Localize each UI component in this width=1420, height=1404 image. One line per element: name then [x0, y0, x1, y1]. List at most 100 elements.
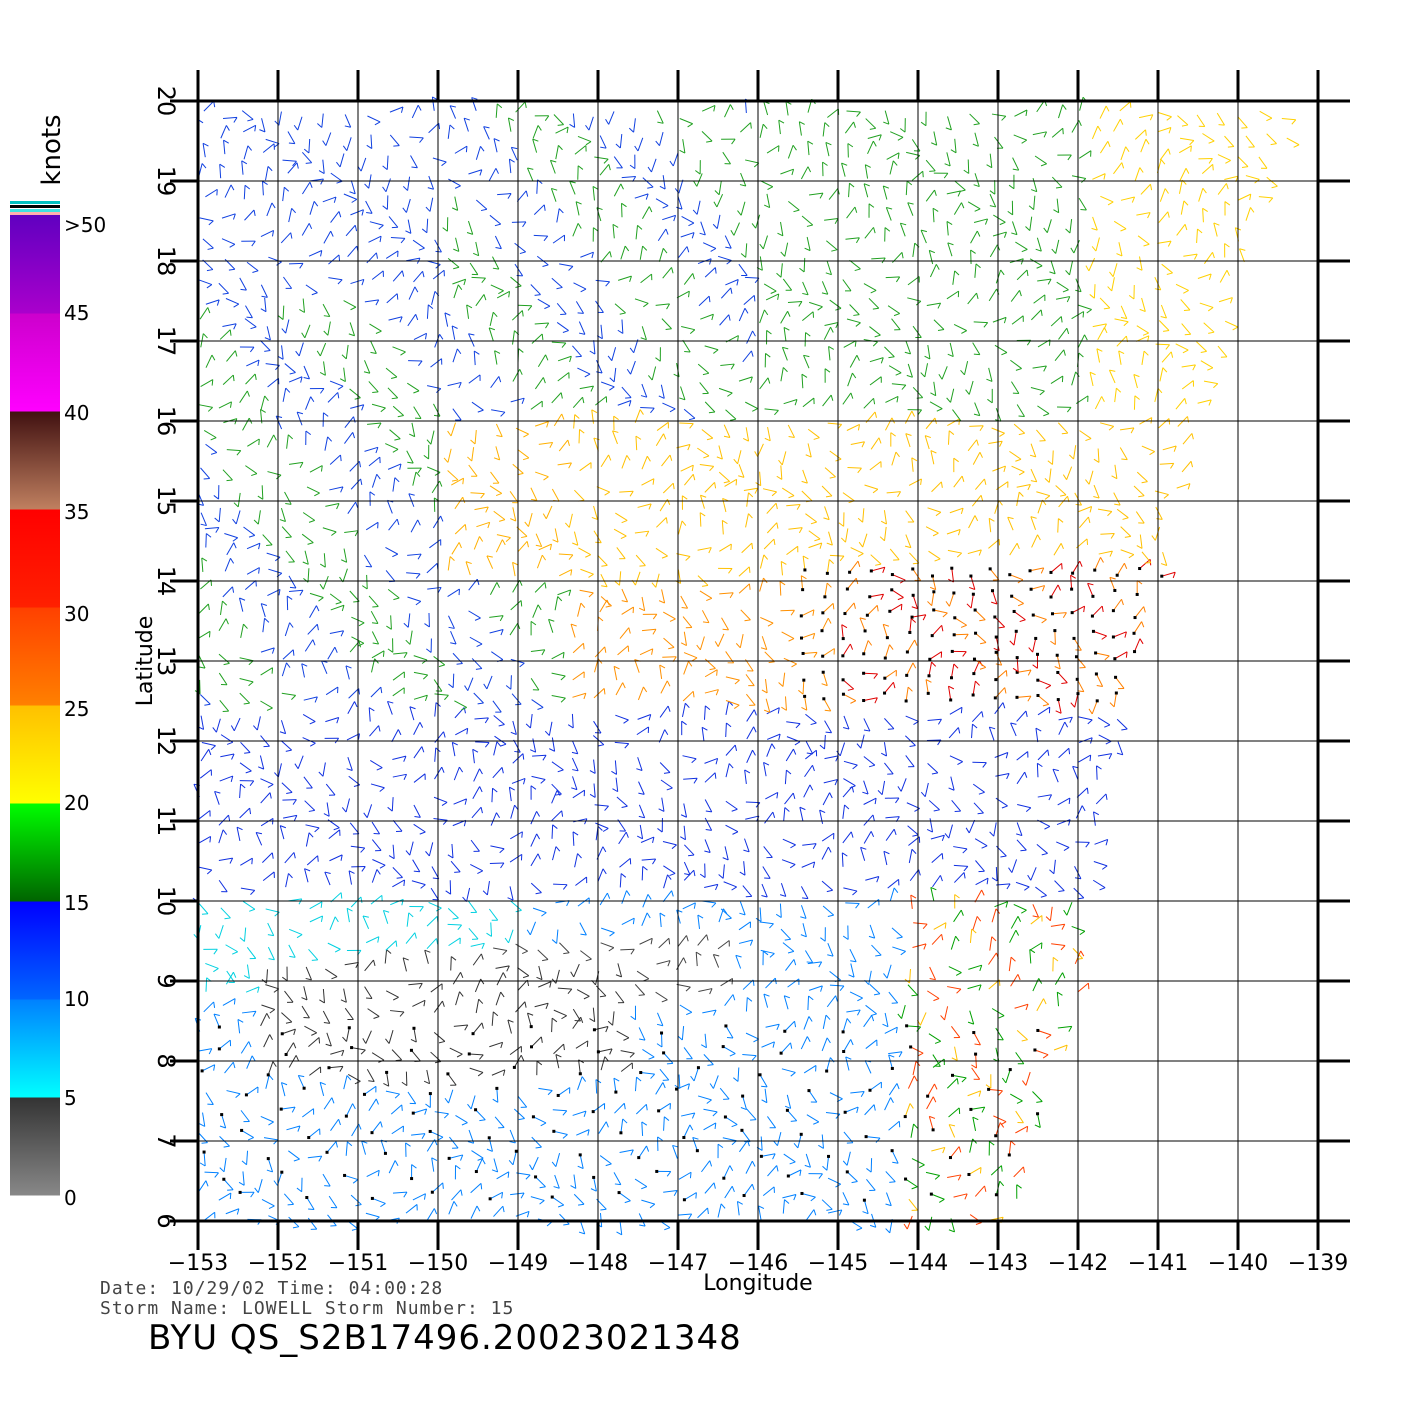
wind-barb	[387, 294, 397, 303]
wind-barb-flag	[601, 565, 607, 566]
wind-barb	[219, 830, 223, 843]
wind-barb-flag	[516, 910, 522, 911]
wind-barb	[487, 881, 489, 895]
wind-barb-flag	[798, 690, 803, 694]
wind-barb	[200, 307, 208, 319]
wind-barb-flag	[424, 624, 429, 627]
wind-barb	[305, 551, 308, 565]
wind-barb	[1093, 217, 1098, 230]
wind-barb	[1176, 398, 1185, 409]
wind-barb-flag	[888, 357, 894, 358]
wind-barb	[345, 963, 359, 965]
wind-barb-flag	[420, 832, 426, 834]
wind-barb	[468, 221, 472, 234]
wind-barb	[705, 839, 710, 852]
wind-barb	[761, 1137, 762, 1151]
wind-barb	[973, 916, 977, 929]
wind-barb-flag	[564, 1044, 565, 1050]
wind-barb	[595, 396, 606, 405]
wind-barb-flag	[229, 815, 230, 821]
wind-barb-flag	[961, 331, 966, 334]
wind-barb	[578, 548, 590, 555]
wind-barb	[322, 661, 327, 674]
wind-barb-flag	[666, 517, 667, 523]
wind-barb	[788, 979, 799, 987]
wind-barb	[1052, 177, 1062, 187]
wind-barb	[203, 1113, 205, 1127]
wind-barb-flag	[1109, 272, 1113, 277]
rain-flag-dot	[862, 699, 865, 702]
wind-barb	[1117, 563, 1124, 575]
wind-barb-flag	[244, 753, 250, 754]
wind-barb	[579, 1060, 581, 1074]
wind-barb	[427, 938, 437, 948]
wind-barb-flag	[933, 1097, 936, 1102]
rain-flag-dot	[846, 588, 849, 591]
rain-flag-dot	[800, 1192, 803, 1195]
wind-barb	[309, 139, 310, 153]
wind-barb-flag	[710, 668, 716, 669]
wind-barb	[576, 1041, 588, 1048]
wind-barb-flag	[777, 476, 782, 479]
wind-barb	[890, 604, 902, 611]
wind-barb	[767, 146, 779, 153]
wind-barb	[432, 291, 435, 305]
wind-barb-flag	[715, 482, 716, 488]
wind-barb	[365, 960, 374, 971]
wind-barb	[870, 377, 881, 385]
wind-barb	[802, 862, 815, 867]
wind-barb	[972, 724, 973, 738]
wind-barb	[734, 223, 740, 236]
wind-barb	[662, 455, 671, 466]
wind-barb	[746, 514, 749, 528]
wind-barb	[201, 380, 213, 387]
wind-barb-flag	[1142, 482, 1148, 483]
wind-barb	[1204, 381, 1218, 384]
rain-flag-dot	[593, 1028, 596, 1031]
wind-barb-flag	[481, 979, 484, 984]
wind-barb-flag	[703, 373, 709, 374]
wind-barb-flag	[443, 228, 448, 232]
wind-barb	[412, 1000, 425, 1006]
wind-barb	[724, 425, 730, 438]
wind-barb	[656, 199, 668, 206]
wind-barb-flag	[331, 231, 334, 236]
wind-barb	[351, 180, 355, 193]
wind-barb-flag	[776, 503, 777, 509]
wind-barb	[433, 818, 447, 820]
wind-barb-flag	[290, 373, 296, 374]
wind-barb	[617, 547, 625, 558]
wind-barb	[884, 347, 894, 357]
wind-barb-flag	[465, 686, 468, 691]
wind-barb	[850, 949, 856, 962]
wind-barb	[870, 925, 875, 938]
wind-barb	[617, 1031, 629, 1038]
wind-barb	[621, 246, 625, 259]
rain-flag-dot	[579, 1153, 582, 1156]
wind-barb-flag	[392, 554, 397, 557]
wind-barb	[452, 542, 459, 554]
wind-barb	[850, 561, 858, 572]
wind-barb	[492, 788, 493, 802]
wind-barb	[844, 716, 849, 729]
wind-barb	[763, 489, 777, 492]
wind-barb-flag	[810, 785, 813, 790]
wind-barb	[1182, 324, 1191, 335]
wind-barb	[371, 895, 382, 904]
wind-barb	[700, 591, 712, 598]
wind-barb	[746, 243, 747, 257]
wind-barb	[726, 745, 735, 755]
wind-barb	[823, 395, 832, 406]
wind-barb	[393, 867, 403, 877]
wind-barb	[242, 1011, 256, 1013]
wind-barb	[572, 758, 578, 771]
wind-barb	[910, 870, 918, 881]
rain-flag-dot	[993, 616, 996, 619]
wind-barb	[823, 793, 830, 805]
wind-barb-flag	[696, 1193, 697, 1199]
wind-barb	[928, 345, 930, 359]
wind-barb-flag	[538, 180, 543, 184]
wind-barb-flag	[829, 559, 833, 563]
wind-barb	[681, 326, 695, 329]
wind-barb-flag	[423, 271, 424, 277]
